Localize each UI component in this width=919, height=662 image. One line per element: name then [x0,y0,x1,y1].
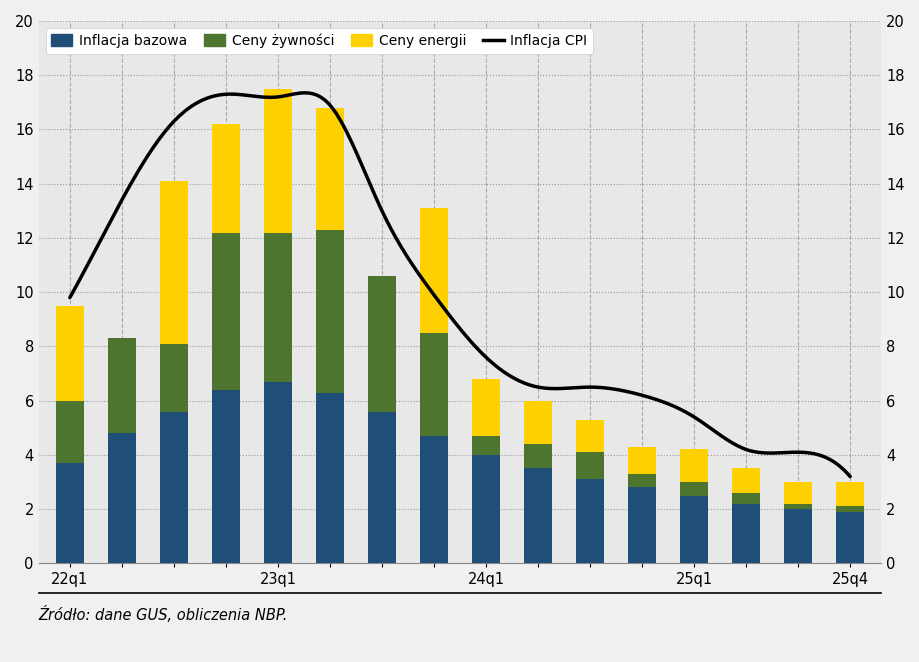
Bar [783,482,811,504]
Bar [211,124,240,232]
Bar [419,436,448,563]
Bar [264,232,292,382]
Bar [783,504,811,509]
Bar [159,181,188,344]
Bar [627,447,655,474]
Bar [679,482,708,496]
Bar [315,393,344,563]
Bar [159,344,188,412]
Bar [55,401,84,463]
Bar [731,469,760,493]
Bar [523,469,551,563]
Bar [471,379,500,436]
Bar [55,463,84,563]
Bar [264,89,292,232]
Bar [315,230,344,393]
Bar [108,433,136,563]
Bar [679,496,708,563]
Legend: Inflacja bazowa, Ceny żywności, Ceny energii, Inflacja CPI: Inflacja bazowa, Ceny żywności, Ceny ene… [46,28,593,54]
Bar [523,444,551,469]
Bar [575,479,604,563]
Bar [264,382,292,563]
Bar [419,333,448,436]
Bar [368,412,396,563]
Bar [627,474,655,487]
Bar [731,504,760,563]
Bar [419,208,448,333]
Bar [315,108,344,230]
Bar [835,482,864,506]
Bar [211,390,240,563]
Bar [211,232,240,390]
Bar [835,506,864,512]
Bar [679,449,708,482]
Bar [627,487,655,563]
Bar [471,436,500,455]
Bar [835,512,864,563]
Text: Źródło: dane GUS, obliczenia NBP.: Źródło: dane GUS, obliczenia NBP. [39,606,288,623]
Bar [159,412,188,563]
Bar [55,306,84,401]
Bar [731,493,760,504]
Bar [471,455,500,563]
Bar [783,509,811,563]
Bar [108,338,136,433]
Bar [523,401,551,444]
Bar [575,452,604,479]
Bar [575,420,604,452]
Bar [368,276,396,412]
